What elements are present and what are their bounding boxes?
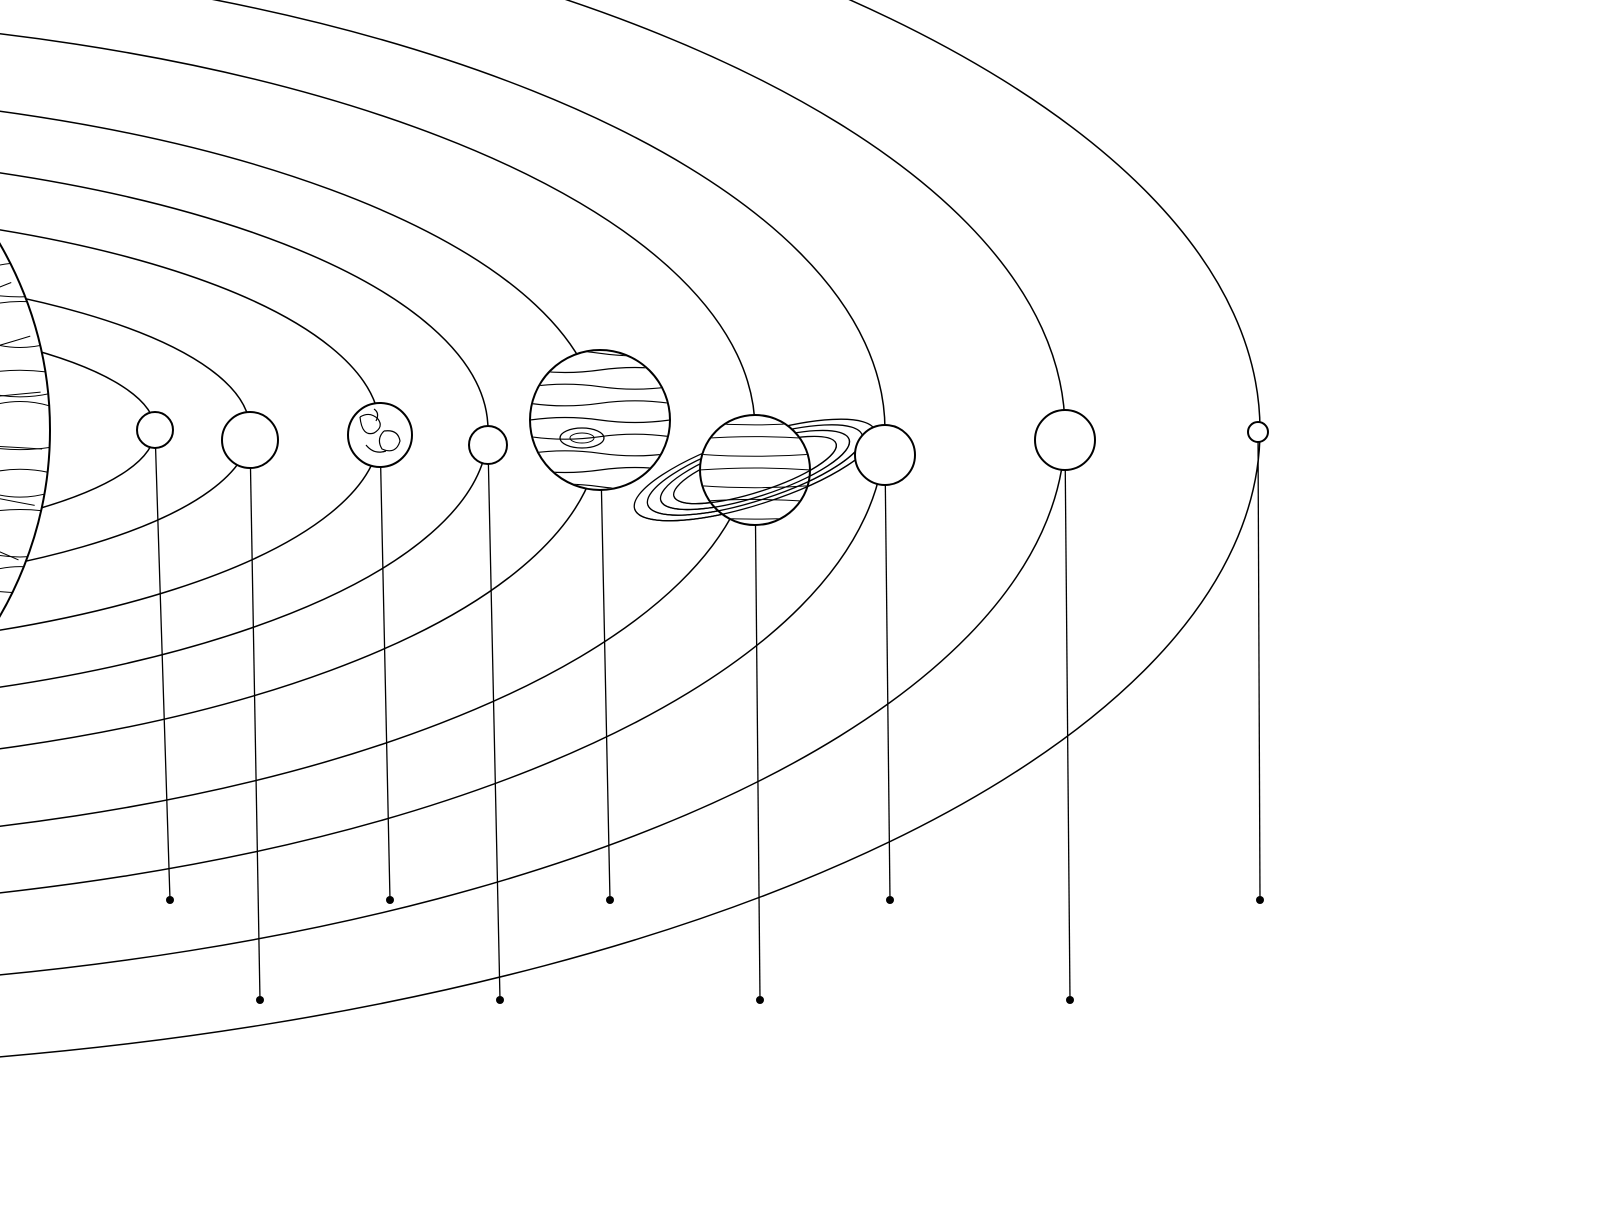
diagram-svg [0, 0, 1600, 1227]
solar-system-diagram [0, 0, 1600, 1227]
